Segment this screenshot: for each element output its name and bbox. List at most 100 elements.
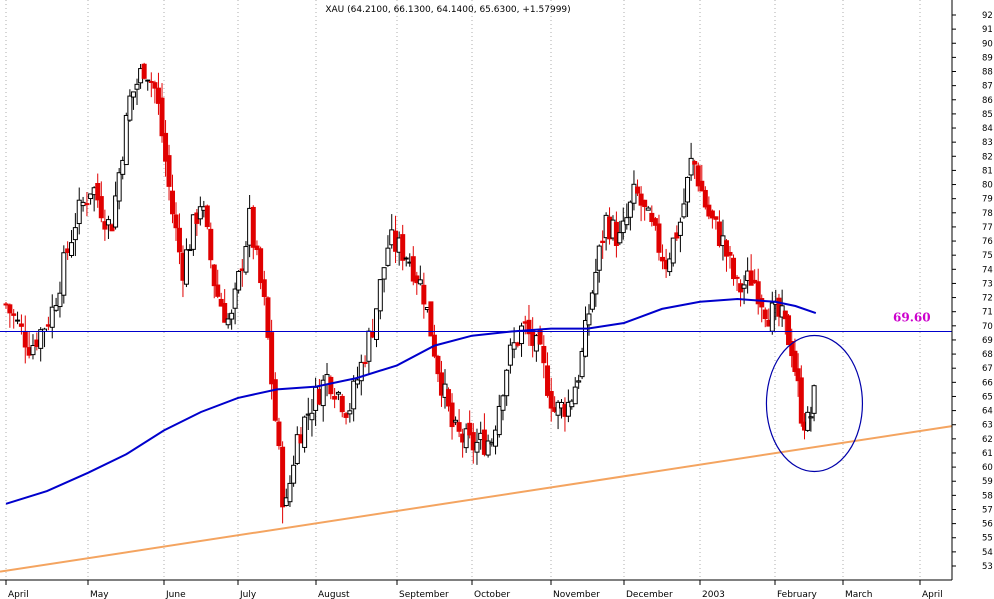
level-label: 69.60 (893, 310, 931, 324)
candle (190, 214, 196, 256)
candle (403, 256, 409, 267)
candle (229, 309, 235, 330)
candle (72, 213, 78, 257)
y-tick-label: 73 (982, 279, 993, 289)
candle (555, 400, 561, 430)
candle (467, 410, 473, 439)
grid (5, 0, 921, 580)
candle (38, 327, 44, 362)
candle (362, 355, 368, 368)
candle (400, 224, 406, 271)
candle (596, 244, 602, 283)
candle (635, 179, 641, 197)
y-tick-label: 67 (982, 364, 993, 374)
y-tick-label: 65 (982, 392, 993, 402)
candle (677, 217, 683, 253)
candle (638, 186, 644, 222)
candle (589, 290, 595, 313)
y-tick-label: 92 (982, 11, 993, 21)
y-tick-label: 66 (982, 378, 993, 388)
candle (328, 375, 334, 400)
candle (748, 254, 754, 286)
candle (670, 237, 676, 267)
y-tick-label: 63 (982, 421, 993, 431)
x-tick-label: 2003 (702, 590, 725, 599)
candle (145, 79, 151, 91)
candle (269, 319, 275, 400)
y-tick-label: 76 (982, 237, 993, 247)
candle (11, 309, 17, 329)
y-tick-label: 60 (982, 463, 993, 473)
candle (332, 388, 338, 409)
candle (493, 425, 499, 455)
candle (496, 394, 502, 438)
candle (155, 72, 161, 115)
candle (702, 186, 708, 210)
candle (197, 196, 203, 226)
y-tick-label: 64 (982, 407, 993, 417)
candle (30, 334, 36, 360)
candle (95, 173, 101, 208)
y-tick-label: 69 (982, 336, 993, 346)
candle (116, 167, 122, 210)
candle (624, 203, 630, 230)
y-tick-label: 58 (982, 491, 993, 501)
y-tick-label: 78 (982, 209, 993, 219)
candle (811, 384, 817, 422)
y-tick-label: 68 (982, 350, 993, 360)
candle (631, 170, 637, 211)
candle (218, 292, 224, 307)
candle (805, 406, 811, 432)
y-tick-label: 61 (982, 449, 993, 459)
x-tick-label: July (239, 590, 257, 599)
candle (572, 377, 578, 405)
y-tick-label: 83 (982, 138, 993, 148)
candle (463, 423, 469, 453)
candle (148, 72, 154, 98)
candle (642, 199, 648, 221)
candle (507, 338, 513, 374)
candle (414, 271, 420, 295)
y-tick-label: 62 (982, 435, 993, 445)
candle (593, 258, 599, 307)
candle (548, 377, 554, 422)
candle (734, 274, 740, 291)
y-tick-label: 56 (982, 520, 993, 530)
candle (261, 270, 267, 306)
y-tick-label: 77 (982, 223, 993, 233)
candle (474, 428, 480, 465)
candle (504, 368, 510, 406)
candle (755, 268, 761, 315)
ellipse-annotation (765, 334, 864, 473)
moving-average-line (5, 297, 817, 505)
candle (15, 311, 21, 325)
y-tick-label: 57 (982, 505, 993, 515)
candle (208, 222, 214, 269)
candle (660, 244, 666, 270)
candle (159, 83, 165, 143)
candle (759, 294, 765, 323)
y-tick-label: 80 (982, 181, 993, 191)
candle (667, 252, 673, 276)
candle (699, 164, 705, 192)
candle (456, 409, 462, 438)
x-tick-label: February (777, 590, 818, 599)
y-tick-label: 91 (982, 25, 993, 35)
candle (645, 205, 651, 211)
candle (545, 352, 551, 398)
candle (519, 322, 525, 357)
candle (243, 241, 249, 275)
y-tick-label: 74 (982, 265, 993, 275)
y-tick-label: 54 (982, 548, 993, 558)
candle (485, 434, 491, 458)
candle (130, 91, 136, 110)
candle (280, 441, 286, 524)
candle (695, 162, 701, 192)
moving-average (5, 297, 817, 505)
candle (500, 394, 506, 421)
candle (183, 238, 189, 288)
y-tick-label: 89 (982, 53, 993, 63)
candle (782, 310, 788, 335)
